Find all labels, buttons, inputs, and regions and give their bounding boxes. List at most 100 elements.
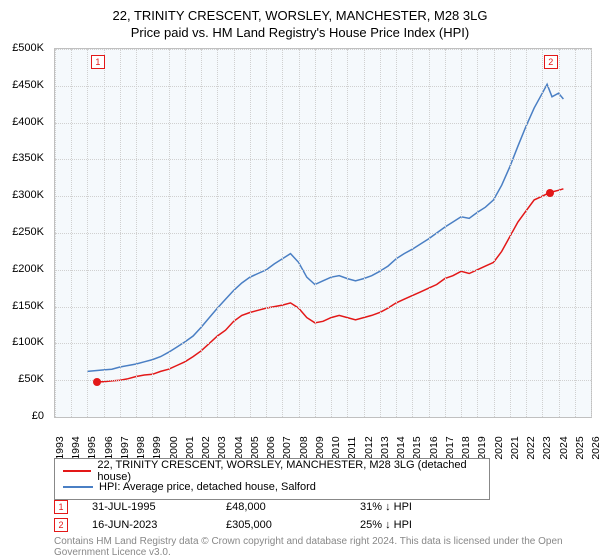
x-tick-label: 2000 — [168, 436, 180, 459]
x-tick-label: 2023 — [541, 436, 553, 459]
legend-label: HPI: Average price, detached house, Salf… — [99, 481, 316, 493]
x-tick-label: 1999 — [151, 436, 163, 459]
arrow-down-icon: ↓ — [385, 519, 391, 531]
grid-line-v — [87, 49, 88, 417]
marker-table-badge: 2 — [54, 518, 68, 532]
x-tick-label: 2025 — [574, 436, 586, 459]
x-tick-label: 1995 — [86, 436, 98, 459]
grid-line-v — [510, 49, 511, 417]
y-tick-label: £500K — [12, 42, 44, 54]
x-tick-label: 2011 — [346, 437, 358, 460]
legend: 22, TRINITY CRESCENT, WORSLEY, MANCHESTE… — [54, 458, 490, 500]
marker-dot — [546, 189, 554, 197]
x-tick-label: 1998 — [135, 436, 147, 459]
y-tick-label: £250K — [12, 226, 44, 238]
grid-line-v — [477, 49, 478, 417]
x-tick-label: 2021 — [509, 436, 521, 459]
x-tick-label: 2008 — [298, 436, 310, 459]
x-tick-label: 2019 — [476, 436, 488, 459]
y-tick-label: £300K — [12, 189, 44, 201]
legend-label: 22, TRINITY CRESCENT, WORSLEY, MANCHESTE… — [97, 459, 481, 483]
grid-line-v — [364, 49, 365, 417]
grid-line-v — [201, 49, 202, 417]
grid-line-v — [591, 49, 592, 417]
marker-badge-2: 2 — [544, 55, 558, 69]
y-tick-label: £100K — [12, 336, 44, 348]
y-tick-label: £400K — [12, 116, 44, 128]
grid-line-v — [412, 49, 413, 417]
y-tick-label: £0 — [32, 410, 44, 422]
grid-line-v — [217, 49, 218, 417]
x-tick-label: 2004 — [233, 436, 245, 459]
title-main: 22, TRINITY CRESCENT, WORSLEY, MANCHESTE… — [0, 8, 600, 23]
y-axis: £0£50K£100K£150K£200K£250K£300K£350K£400… — [0, 48, 50, 416]
marker-badge-1: 1 — [91, 55, 105, 69]
grid-line-v — [282, 49, 283, 417]
x-tick-label: 2015 — [411, 436, 423, 459]
grid-line-v — [299, 49, 300, 417]
x-tick-label: 2024 — [558, 436, 570, 459]
legend-swatch — [63, 486, 93, 488]
x-tick-label: 2017 — [444, 436, 456, 459]
grid-line-v — [250, 49, 251, 417]
marker-dot — [93, 378, 101, 386]
x-axis: 1993199419951996199719981999200020012002… — [54, 418, 590, 458]
marker-pct: 31% ↓ HPI — [360, 501, 470, 513]
x-tick-label: 2009 — [314, 436, 326, 459]
x-tick-label: 1997 — [119, 436, 131, 459]
x-tick-label: 2016 — [428, 436, 440, 459]
grid-line-v — [542, 49, 543, 417]
grid-line-v — [55, 49, 56, 417]
y-tick-label: £450K — [12, 79, 44, 91]
y-tick-label: £350K — [12, 152, 44, 164]
marker-table-badge: 1 — [54, 500, 68, 514]
grid-line-v — [396, 49, 397, 417]
grid-line-v — [559, 49, 560, 417]
marker-pct: 25% ↓ HPI — [360, 519, 470, 531]
y-tick-label: £150K — [12, 300, 44, 312]
marker-table: 1 31-JUL-1995 £48,000 31% ↓ HPI 2 16-JUN-2023… — [54, 498, 470, 534]
grid-line-v — [185, 49, 186, 417]
title-block: 22, TRINITY CRESCENT, WORSLEY, MANCHESTE… — [0, 0, 600, 40]
x-tick-label: 2002 — [200, 436, 212, 459]
x-tick-label: 2012 — [363, 436, 375, 459]
marker-date: 16-JUN-2023 — [92, 519, 202, 531]
grid-line-v — [526, 49, 527, 417]
x-tick-label: 2007 — [281, 436, 293, 459]
x-tick-label: 2022 — [525, 436, 537, 459]
grid-line-v — [380, 49, 381, 417]
grid-line-v — [120, 49, 121, 417]
grid-line-v — [136, 49, 137, 417]
x-tick-label: 2014 — [395, 436, 407, 459]
y-tick-label: £50K — [18, 373, 44, 385]
x-tick-label: 2026 — [590, 436, 600, 459]
footer-note: Contains HM Land Registry data © Crown c… — [54, 536, 600, 558]
x-tick-label: 2010 — [330, 436, 342, 459]
marker-price: £48,000 — [226, 501, 336, 513]
grid-line-v — [331, 49, 332, 417]
grid-line-v — [266, 49, 267, 417]
marker-date: 31-JUL-1995 — [92, 501, 202, 513]
legend-row: 22, TRINITY CRESCENT, WORSLEY, MANCHESTE… — [63, 463, 481, 479]
y-tick-label: £200K — [12, 263, 44, 275]
plot-area: 12 — [54, 48, 592, 418]
grid-line-v — [152, 49, 153, 417]
x-tick-label: 2018 — [460, 436, 472, 459]
grid-line-v — [71, 49, 72, 417]
grid-line-v — [429, 49, 430, 417]
grid-line-v — [169, 49, 170, 417]
grid-line-v — [494, 49, 495, 417]
x-tick-label: 2001 — [184, 436, 196, 459]
title-sub: Price paid vs. HM Land Registry's House … — [0, 25, 600, 40]
grid-line-v — [575, 49, 576, 417]
grid-line-v — [461, 49, 462, 417]
arrow-down-icon: ↓ — [385, 501, 391, 513]
x-tick-label: 2013 — [379, 436, 391, 459]
x-tick-label: 1993 — [54, 436, 66, 459]
grid-line-v — [104, 49, 105, 417]
grid-line-v — [445, 49, 446, 417]
series-line-hpi — [88, 84, 564, 371]
x-tick-label: 2003 — [216, 436, 228, 459]
grid-line-v — [315, 49, 316, 417]
grid-line-v — [347, 49, 348, 417]
